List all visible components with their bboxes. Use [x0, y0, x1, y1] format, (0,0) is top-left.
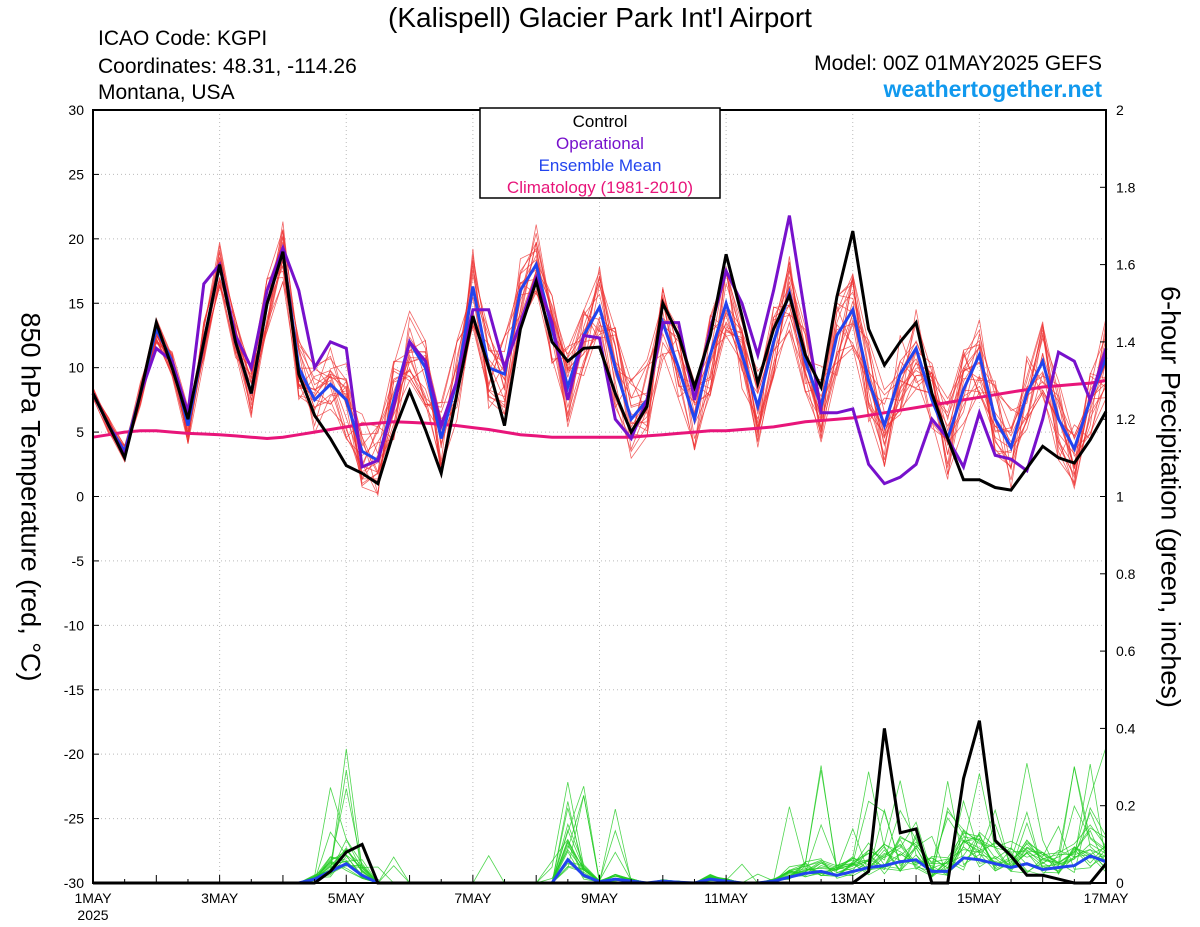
icao-code: ICAO Code: KGPI	[98, 27, 268, 50]
y-tick-label: -30	[64, 875, 84, 891]
y2-tick-label: 1.4	[1116, 334, 1136, 350]
y-tick-label: 20	[68, 231, 84, 247]
region: Montana, USA	[98, 81, 235, 104]
y-tick-label: 0	[76, 489, 84, 505]
plot-frame	[92, 109, 1107, 884]
y-tick-label: -15	[64, 682, 84, 698]
x-tick-label: 3MAY	[201, 890, 239, 906]
temperature-control-line	[91, 230, 1108, 492]
y2-tick-label: 1.6	[1116, 257, 1136, 273]
y2-tick-label: 0	[1116, 875, 1124, 891]
y2-tick-label: 0.4	[1116, 720, 1136, 736]
y-tick-label: 5	[76, 424, 84, 440]
page-title: (Kalispell) Glacier Park Int'l Airport	[388, 2, 812, 33]
coordinates: Coordinates: 48.31, -114.26	[98, 55, 357, 78]
x-tick-sublabel: 2025	[77, 907, 108, 923]
y2-tick-label: 1	[1116, 489, 1124, 505]
brand-link[interactable]: weathertogether.net	[883, 76, 1102, 102]
legend: Control Operational Ensemble Mean Climatolo…	[479, 107, 721, 199]
legend-entry: Ensemble Mean	[539, 156, 662, 175]
model-run: Model: 00Z 01MAY2025 GEFS	[814, 52, 1102, 75]
y-tick-label: 25	[68, 166, 84, 182]
x-tick-label: 5MAY	[328, 890, 366, 906]
legend-entry: Operational	[556, 134, 644, 153]
grid	[92, 109, 1107, 884]
legend-entry: Control	[573, 112, 628, 131]
x-tick-label: 15MAY	[957, 890, 1003, 906]
y2-tick-label: 2	[1116, 102, 1124, 118]
temperature-operational-line	[91, 215, 1108, 486]
y-tick-label: -25	[64, 811, 84, 827]
y-tick-label: -5	[72, 553, 85, 569]
axes: 302520151050-5-10-15-20-25-3021.81.61.41…	[64, 102, 1136, 923]
y-tick-label: -10	[64, 617, 84, 633]
legend-box	[479, 107, 721, 199]
y2-tick-label: 1.2	[1116, 411, 1136, 427]
y-tick-label: 15	[68, 295, 84, 311]
y-tick-label: 30	[68, 102, 84, 118]
x-tick-label: 9MAY	[581, 890, 619, 906]
x-tick-label: 1MAY	[74, 890, 112, 906]
x-tick-label: 11MAY	[704, 890, 748, 906]
x-tick-label: 7MAY	[454, 890, 492, 906]
y2-tick-label: 0.2	[1116, 798, 1136, 814]
y2-tick-label: 1.8	[1116, 179, 1136, 195]
y-tick-label: 10	[68, 360, 84, 376]
y2-tick-label: 0.8	[1116, 566, 1136, 582]
legend-entry: Climatology (1981-2010)	[507, 178, 693, 197]
x-tick-label: 13MAY	[830, 890, 876, 906]
y2-tick-label: 0.6	[1116, 643, 1136, 659]
y-tick-label: -20	[64, 746, 84, 762]
x-tick-label: 17MAY	[1084, 890, 1130, 906]
